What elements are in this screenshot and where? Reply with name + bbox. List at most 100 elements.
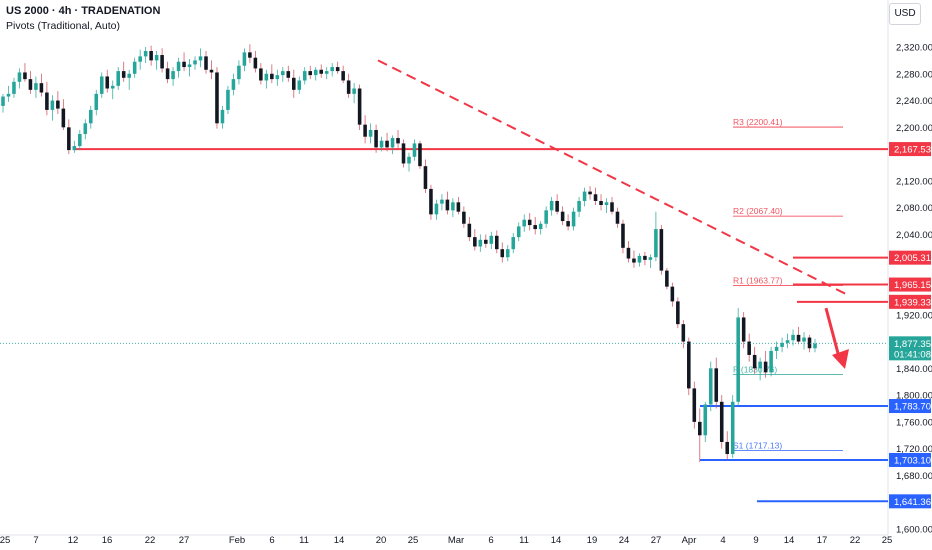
x-tick-label: 27: [179, 535, 190, 546]
current-price-label: 1,877.35: [894, 339, 931, 350]
candle-body: [423, 166, 428, 189]
candle-body: [500, 249, 505, 258]
candle-body: [105, 76, 110, 89]
candle-body: [451, 202, 455, 211]
currency-button[interactable]: USD: [889, 3, 921, 25]
x-tick-label: 11: [299, 535, 309, 546]
candle-body: [473, 237, 477, 247]
candle-body: [495, 235, 499, 250]
candle-body: [83, 123, 88, 135]
candle-body: [791, 334, 795, 341]
candle-body: [149, 51, 153, 61]
candle-body: [121, 71, 126, 78]
candle-body: [270, 73, 274, 80]
candle-body: [769, 350, 773, 373]
candle-body: [61, 108, 66, 128]
candle-body: [99, 76, 104, 94]
candle-body: [160, 55, 164, 69]
candle-body: [335, 67, 340, 72]
candle-body: [698, 421, 702, 436]
x-tick-label: 6: [488, 535, 493, 546]
candle-body: [28, 79, 33, 90]
y-tick-label: 1,720.00: [896, 444, 932, 455]
current-price-tag: [889, 336, 931, 361]
candle-body: [785, 340, 790, 343]
candle-body: [555, 200, 559, 212]
level-price-tag: [889, 294, 931, 309]
candle-body: [796, 334, 801, 342]
candle-body: [297, 80, 302, 90]
candle-body: [643, 255, 647, 260]
candle-body: [138, 56, 142, 62]
x-tick-label: 20: [376, 535, 387, 546]
candle-body: [758, 361, 762, 369]
y-tick-label: 1,800.00: [896, 391, 932, 402]
x-tick-label: 4: [720, 535, 725, 546]
candle-body: [610, 202, 614, 212]
candle-body: [72, 146, 77, 151]
indicator-label: Pivots (Traditional, Auto): [6, 20, 120, 32]
candle-body: [593, 194, 598, 201]
candle-body: [330, 67, 334, 72]
candle-body: [736, 317, 740, 402]
candle-body: [725, 441, 729, 455]
candle-body: [374, 130, 378, 148]
pivot-label: R1 (1963.77): [733, 275, 783, 285]
level-price-tag: [889, 399, 931, 414]
candle-body: [242, 52, 247, 66]
candle-body: [45, 92, 49, 110]
candle-body: [39, 83, 44, 93]
candle-body: [807, 337, 812, 349]
x-tick-label: 11: [519, 535, 529, 546]
candle-body: [412, 143, 417, 157]
level-price-tag: [889, 494, 931, 509]
candle-body: [379, 140, 384, 148]
candle-body: [94, 93, 99, 110]
candle-body: [505, 249, 510, 258]
level-price-tag: [889, 277, 931, 292]
level-price-label: 2,167.53: [894, 145, 931, 156]
x-tick-label: 14: [551, 535, 562, 546]
candle-body: [231, 79, 236, 90]
level-price-tag: [889, 250, 931, 265]
y-tick-label: 2,320.00: [896, 43, 932, 54]
candle-body: [741, 317, 746, 342]
y-tick-label: 1,920.00: [896, 310, 932, 321]
y-tick-label: 2,080.00: [896, 203, 932, 214]
candle-body: [259, 68, 263, 81]
candle-body: [802, 337, 806, 342]
candle-body: [648, 257, 653, 260]
candle-body: [681, 324, 686, 342]
x-tick-label: 14: [784, 535, 795, 546]
candle-body: [527, 219, 532, 226]
candle-body: [676, 301, 680, 325]
candle-body: [302, 71, 307, 81]
candle-body: [714, 368, 719, 402]
candle-body: [253, 57, 258, 69]
candle-body: [292, 77, 296, 90]
candle-body: [516, 226, 521, 238]
candle-body: [730, 401, 735, 455]
candle-body: [363, 124, 367, 137]
forecast-arrow-head: [832, 348, 849, 369]
candle-body: [78, 134, 82, 147]
candle-body: [747, 341, 751, 355]
y-tick-label: 2,280.00: [896, 69, 932, 80]
candle-body: [341, 71, 345, 81]
y-tick-label: 1,840.00: [896, 364, 932, 375]
candle-body: [313, 69, 318, 76]
candle-body: [319, 69, 323, 74]
x-tick-label: 22: [145, 535, 156, 546]
candle-body: [692, 388, 697, 422]
candle-body: [286, 71, 291, 78]
candle-body: [462, 211, 466, 224]
candle-body: [264, 73, 269, 81]
candle-body: [281, 71, 285, 76]
candle-body: [275, 75, 280, 80]
level-price-label: 1,783.70: [894, 402, 931, 413]
candle-body: [659, 229, 664, 271]
candle-body: [226, 89, 230, 110]
y-tick-label: 2,200.00: [896, 123, 932, 134]
y-tick-label: 1,600.00: [896, 525, 932, 536]
